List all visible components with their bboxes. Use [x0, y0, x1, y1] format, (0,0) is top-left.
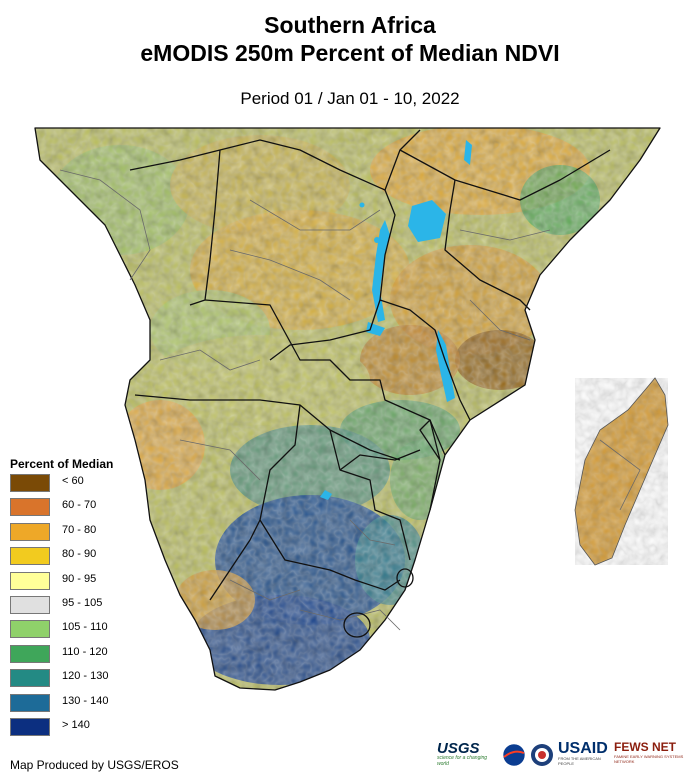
legend-swatch	[10, 498, 50, 517]
legend-swatch	[10, 474, 50, 492]
seal-logo	[531, 744, 553, 766]
legend-swatch	[10, 620, 50, 639]
legend-label: 120 - 130	[62, 670, 109, 683]
usgs-logo: USGS science for a changing world	[437, 740, 488, 767]
legend-label: 95 - 105	[62, 597, 103, 609]
usaid-logo: USAID FROM THE AMERICAN PEOPLE	[558, 740, 608, 766]
map-title: Southern Africa	[264, 12, 436, 38]
legend-swatch	[10, 547, 50, 566]
legend-label: 60 - 70	[62, 499, 97, 512]
legend-label: 130 - 140	[62, 694, 109, 707]
legend-label: 70 - 80	[62, 523, 97, 536]
map-subtitle: eMODIS 250m Percent of Median NDVI	[140, 40, 560, 66]
legend-swatch	[10, 522, 50, 541]
admin-borders	[59, 169, 641, 631]
legend-swatch	[10, 693, 50, 712]
country-borders	[34, 127, 661, 691]
credit-text: Map Produced by USGS/EROS	[10, 758, 179, 772]
legend-label: > 140	[62, 719, 90, 731]
period-label: Period 01 / Jan 01 - 10, 2022	[240, 89, 460, 108]
legend-title: Percent of Median	[10, 457, 114, 471]
lake-tanganyika	[372, 220, 390, 322]
legend-label: < 60	[62, 475, 84, 487]
lake-victoria	[408, 200, 446, 242]
legend-swatch	[10, 571, 50, 590]
fewsnet-logo: FEWS NET FAMINE EARLY WARNING SYSTEMS NE…	[614, 740, 684, 764]
legend-swatch	[10, 644, 50, 663]
nasa-logo	[502, 743, 526, 767]
legend-swatch	[10, 596, 50, 614]
legend-swatch	[10, 669, 50, 688]
legend-label: 90 - 95	[62, 572, 97, 585]
legend-label: 105 - 110	[62, 621, 108, 634]
legend-label: 80 - 90	[62, 548, 97, 561]
legend-label: 110 - 120	[62, 645, 108, 658]
legend-swatch	[10, 718, 50, 736]
